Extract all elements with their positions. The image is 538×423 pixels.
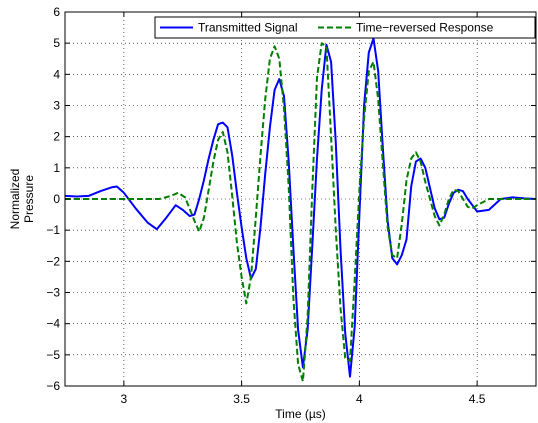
x-tick-label: 3.5 bbox=[233, 392, 250, 406]
grid bbox=[65, 12, 536, 386]
y-axis-title-line1: Normalized bbox=[8, 169, 22, 230]
y-tick-label: 5 bbox=[53, 36, 60, 50]
x-tick-label: 4 bbox=[356, 392, 363, 406]
series-line-time-reversed bbox=[65, 42, 536, 383]
y-tick-label: 3 bbox=[53, 99, 60, 113]
y-tick-label: −4 bbox=[46, 317, 60, 331]
y-tick-label: 2 bbox=[53, 130, 60, 144]
y-tick-label: 0 bbox=[53, 192, 60, 206]
series-line-transmitted bbox=[64, 37, 537, 378]
legend-label-transmitted: Transmitted Signal bbox=[198, 21, 298, 35]
tick-labels: 3 3.5 4 4.5 −6 −5 −4 −3 −2 −1 0 1 2 3 4 5 6 bbox=[46, 5, 485, 406]
y-tick-label: 4 bbox=[53, 67, 60, 81]
y-axis-title-line2: Pressure bbox=[22, 175, 36, 223]
legend-label-time-reversed: Time−reversed Response bbox=[356, 21, 494, 35]
y-tick-label: −6 bbox=[46, 379, 60, 393]
x-axis-title: Time (µs) bbox=[275, 407, 325, 421]
y-tick-label: 1 bbox=[53, 161, 60, 175]
y-tick-label: −5 bbox=[46, 348, 60, 362]
y-tick-label: −1 bbox=[46, 223, 60, 237]
x-tick-label: 4.5 bbox=[469, 392, 486, 406]
axis-ticks bbox=[65, 11, 536, 387]
y-tick-label: 6 bbox=[53, 5, 60, 19]
x-tick-label: 3 bbox=[121, 392, 128, 406]
legend: Transmitted Signal Time−reversed Respons… bbox=[154, 16, 536, 39]
y-tick-label: −3 bbox=[46, 286, 60, 300]
y-tick-label: −2 bbox=[46, 254, 60, 268]
plot-series bbox=[64, 37, 537, 383]
